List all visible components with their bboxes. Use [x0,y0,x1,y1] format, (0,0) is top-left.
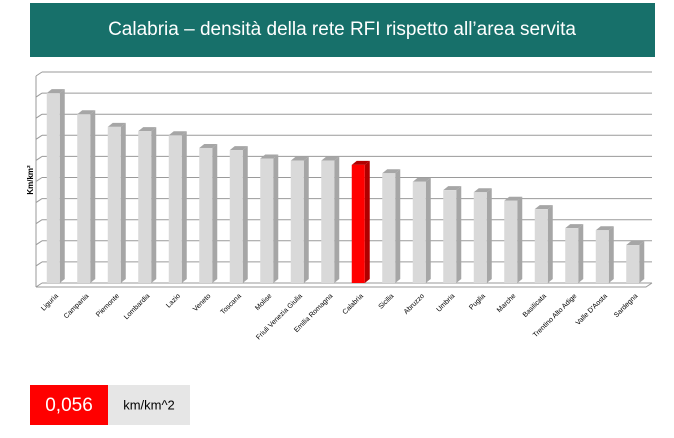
grid-line-depth [35,240,43,246]
grid-line-depth [35,261,43,267]
x-tick-label: Veneto [192,293,212,313]
bar [46,93,60,283]
bar-side [181,131,187,283]
bar-side [395,169,401,283]
x-tick-label: Lazio [165,293,182,310]
bar [473,192,487,283]
grid-line-depth [35,155,43,161]
bar [351,164,365,283]
bar-side [59,89,65,283]
bar [290,160,304,283]
callout-unit-box [108,385,190,425]
callout-value: 0,056 [45,395,93,416]
x-tick-label: Piemonte [95,293,121,319]
chart-title: Calabria – densità della rete RFI rispet… [108,19,576,40]
bar [382,173,396,283]
bar-top [260,154,279,159]
bar [443,190,457,283]
bar [534,209,548,283]
bar-side [639,241,645,283]
bar [107,126,121,283]
x-tick-label: Sicilia [378,293,396,311]
x-tick-label: Abruzzo [403,293,426,316]
bar [138,131,152,283]
bar-side [456,186,462,283]
bar [199,147,213,283]
bar-top [382,169,401,174]
bar [260,158,274,283]
bar-side [517,196,523,283]
x-tick-label: Umbria [436,293,457,314]
grid-line-depth [35,134,43,140]
bar-top [351,160,370,165]
x-tick-label: Toscana [220,293,243,316]
x-tick-label: Valle D'Aosta [575,293,609,327]
x-tick-label: Basilicata [522,293,548,319]
x-tick-label: Sardegna [613,293,639,319]
grid-line-depth [35,177,43,182]
callout-value-box [30,385,108,425]
bar [168,135,182,283]
bar-top [77,110,96,115]
grid-line-depth [35,71,43,77]
bar-top [473,188,492,193]
bar-side [242,146,248,283]
grid-line-depth [35,282,43,288]
x-tick-label: Marche [496,293,518,315]
grid-line-depth [35,219,43,225]
bar-top [595,226,614,231]
bar-side [425,177,431,283]
x-tick-label: Liguria [40,293,60,313]
bar-top [412,177,431,182]
bar-side [608,226,614,283]
callout-unit: km/km^2 [123,397,175,412]
bar-top [504,196,523,201]
bar [321,160,335,283]
floor [36,282,653,288]
bar-top [565,224,584,229]
title-bar [30,3,655,57]
bar-top [107,122,126,127]
bar [504,200,518,283]
bar-side [364,160,370,283]
bar-top [138,127,157,132]
bar-side [120,122,126,283]
bar-top [199,143,218,148]
bar [565,228,579,283]
bar-top [46,89,65,94]
bar-top [534,205,553,210]
bar-top [443,186,462,191]
bar-side [334,156,340,283]
bar-side [90,110,96,283]
bar-top [168,131,187,136]
bar [77,114,91,283]
x-tick-label: Puglia [468,293,487,312]
bar-side [547,205,553,283]
bar [229,150,243,283]
grid-line-depth [35,198,43,204]
bar-top [290,156,309,161]
grid-line-depth [35,92,43,98]
bar-top [321,156,340,161]
bar-side [151,127,157,283]
y-axis-label: Km/km² [26,165,35,195]
bar-side [486,188,492,283]
bar [595,230,609,283]
bar-side [578,224,584,283]
bar-top [229,146,248,151]
x-tick-label: Molise [254,293,273,312]
bar-side [273,154,279,283]
grid-line-depth [35,113,43,119]
x-tick-label: Campania [63,293,91,321]
bar-side [212,143,218,283]
x-tick-label: Calabria [342,293,365,316]
bar [412,181,426,283]
bar-top [626,241,645,246]
x-tick-label: Lombardia [123,293,151,321]
bar-side [303,156,309,283]
bar [626,245,640,283]
